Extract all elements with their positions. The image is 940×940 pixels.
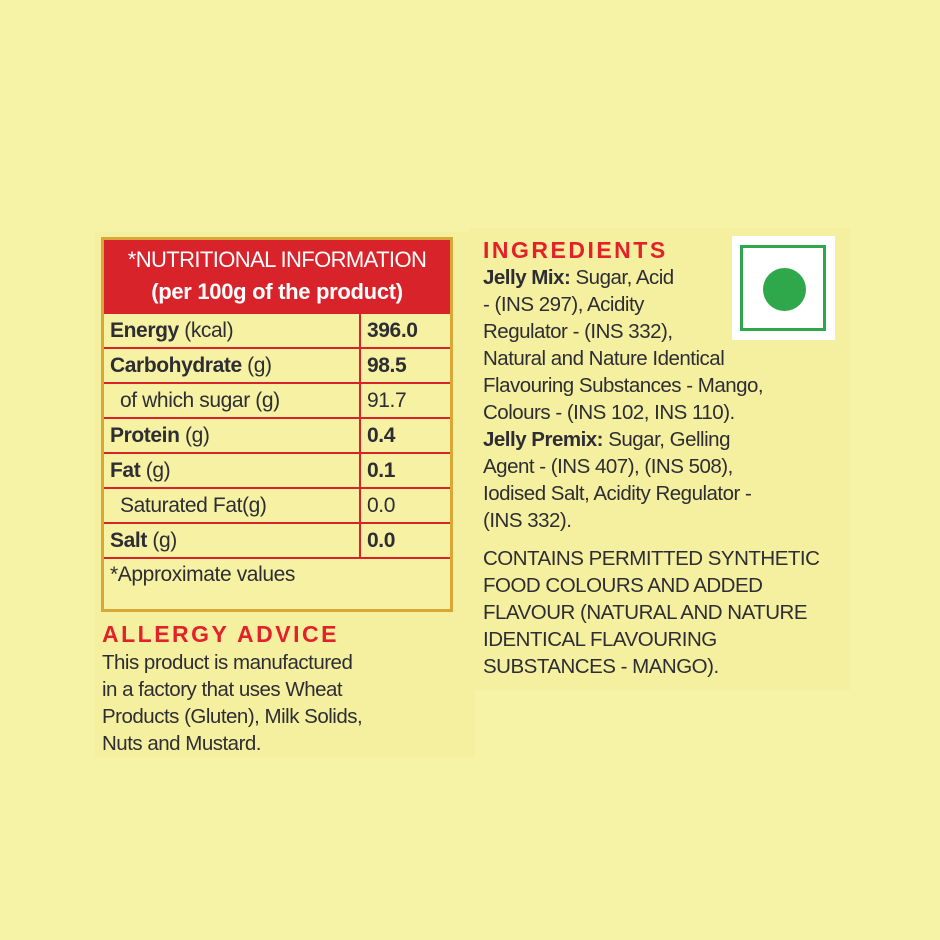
- nutrient-name: Protein (g): [104, 417, 361, 454]
- nutrition-row: Saturated Fat(g) 0.0: [104, 487, 450, 524]
- nutrient-label: Salt: [110, 528, 147, 552]
- nutrient-unit: (g): [140, 458, 171, 482]
- nutrition-footnote: *Approximate values: [110, 563, 295, 586]
- nutrient-unit: (g): [146, 528, 177, 552]
- ingredient-line: - (INS 297), Acidity: [483, 291, 763, 318]
- ingredient-text: Sugar, Gelling: [603, 428, 730, 451]
- nutrient-value: 0.4: [359, 417, 450, 454]
- nutrient-name: Carbohydrate (g): [104, 347, 361, 384]
- ingredient-line: Regulator - (INS 332),: [483, 318, 763, 345]
- nutrient-value: 91.7: [359, 382, 450, 419]
- nutrition-row: Fat (g) 0.1: [104, 452, 450, 489]
- nutrient-name: Energy (kcal): [104, 312, 361, 349]
- text-line: FLAVOUR (NATURAL AND NATURE: [483, 601, 808, 624]
- nutrient-label: Fat: [110, 458, 141, 482]
- ingredient-text: Natural and Nature Identical: [483, 347, 725, 370]
- ingredient-line: Natural and Nature Identical: [483, 345, 763, 372]
- text-line: IDENTICAL FLAVOURING: [483, 628, 717, 651]
- ingredients-text: Jelly Mix: Sugar, Acid - (INS 297), Acidi…: [483, 264, 764, 534]
- ingredient-line: Jelly Mix: Sugar, Acid: [483, 264, 763, 291]
- text-line: Products (Gluten), Milk Solids,: [102, 705, 363, 728]
- nutrient-name: Fat (g): [104, 452, 361, 489]
- ingredient-text: Colours - (INS 102, INS 110).: [483, 401, 735, 424]
- ingredient-text: Regulator - (INS 332),: [483, 320, 673, 343]
- ingredient-line: Colours - (INS 102, INS 110).: [483, 399, 763, 426]
- ingredient-text: (INS 332).: [483, 509, 572, 532]
- nutrient-unit: (g): [241, 353, 272, 377]
- ingredient-text: Sugar, Acid: [570, 266, 674, 289]
- text-line: SUBSTANCES - MANGO).: [483, 655, 719, 678]
- ingredient-line: Agent - (INS 407), (INS 508),: [483, 453, 763, 480]
- nutrient-label: Energy: [110, 318, 179, 342]
- ingredient-line: Flavouring Substances - Mango,: [483, 372, 764, 399]
- ingredient-text: Iodised Salt, Acidity Regulator -: [483, 482, 752, 505]
- ingredient-text: Agent - (INS 407), (INS 508),: [483, 455, 733, 478]
- nutrition-row: of which sugar (g) 91.7: [104, 382, 450, 419]
- ingredients-title: INGREDIENTS: [483, 237, 668, 263]
- ingredient-line: Iodised Salt, Acidity Regulator -: [483, 480, 763, 507]
- ingredients-notice: CONTAINS PERMITTED SYNTHETIC FOOD COLOURS…: [483, 545, 820, 680]
- ingredient-text: - (INS 297), Acidity: [483, 293, 644, 316]
- nutrition-title: *NUTRITIONAL INFORMATION: [127, 247, 427, 272]
- nutrition-row: Salt (g) 0.0: [104, 522, 450, 559]
- nutrient-label: Saturated Fat(g): [120, 493, 267, 517]
- nutrition-row: Energy (kcal) 396.0: [104, 312, 450, 349]
- nutrient-value: 0.0: [359, 487, 450, 524]
- nutrient-label: of which sugar (g): [120, 388, 280, 412]
- text-line: Nuts and Mustard.: [102, 732, 262, 755]
- allergy-text: This product is manufactured in a factory…: [102, 649, 363, 757]
- text-line: in a factory that uses Wheat: [102, 678, 343, 701]
- ingredient-text: Flavouring Substances - Mango,: [483, 374, 764, 397]
- allergy-title: ALLERGY ADVICE: [102, 621, 339, 647]
- nutrient-value: 0.1: [359, 452, 450, 489]
- ingredient-group-label: Jelly Premix:: [483, 428, 604, 451]
- nutrient-label: Protein: [110, 423, 180, 447]
- nutrient-name: of which sugar (g): [104, 382, 361, 419]
- nutrient-name: Salt (g): [104, 522, 361, 559]
- nutrition-subtitle: (per 100g of the product): [151, 279, 403, 304]
- nutrient-value: 98.5: [359, 347, 450, 384]
- text-line: This product is manufactured: [102, 651, 353, 674]
- ingredient-line: Jelly Premix: Sugar, Gelling: [483, 426, 763, 453]
- nutrient-value: 0.0: [359, 522, 450, 559]
- nutrient-unit: (g): [179, 423, 210, 447]
- nutrient-label: Carbohydrate: [110, 353, 242, 377]
- nutrient-unit: (kcal): [178, 318, 234, 342]
- text-line: CONTAINS PERMITTED SYNTHETIC: [483, 547, 820, 570]
- nutrient-value: 396.0: [359, 312, 450, 349]
- veg-dot-icon: [763, 268, 806, 311]
- nutrient-name: Saturated Fat(g): [104, 487, 361, 524]
- nutrition-table: *NUTRITIONAL INFORMATION (per 100g of th…: [101, 237, 453, 612]
- veg-square-icon: [740, 245, 826, 331]
- nutrition-header: *NUTRITIONAL INFORMATION (per 100g of th…: [104, 240, 450, 312]
- nutrition-row: Carbohydrate (g) 98.5: [104, 347, 450, 384]
- ingredient-group-label: Jelly Mix:: [483, 266, 571, 289]
- ingredient-line: (INS 332).: [483, 507, 763, 534]
- text-line: FOOD COLOURS AND ADDED: [483, 574, 763, 597]
- nutrition-row: Protein (g) 0.4: [104, 417, 450, 454]
- vegetarian-mark: [732, 236, 835, 340]
